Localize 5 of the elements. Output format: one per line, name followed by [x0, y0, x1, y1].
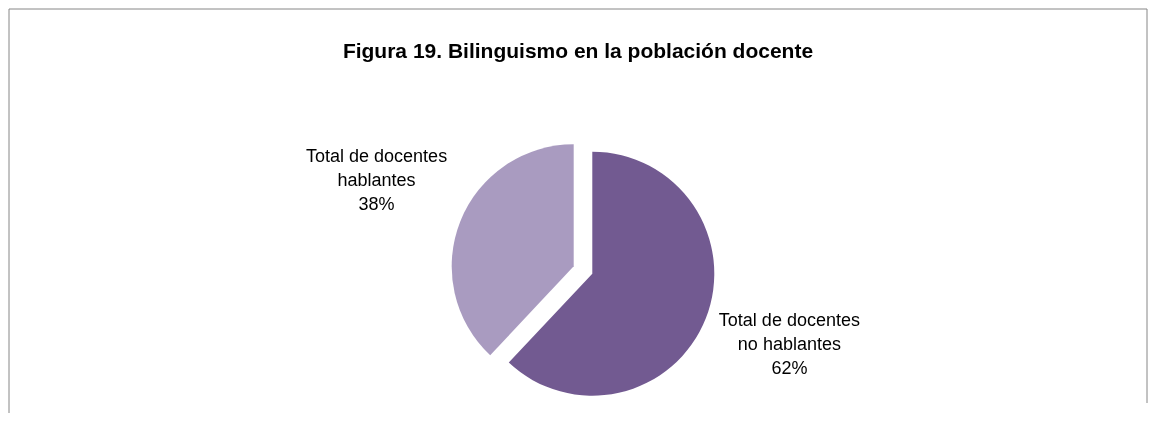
data-label: 38% — [358, 194, 395, 215]
data-label: 62% — [771, 357, 808, 378]
slice-label: Total de docentes hablantes — [306, 146, 448, 191]
chart-title: Figura 19. Bilinguismo en la población docente — [342, 39, 814, 62]
slice-label: Total de docentes no hablantes — [718, 309, 860, 354]
